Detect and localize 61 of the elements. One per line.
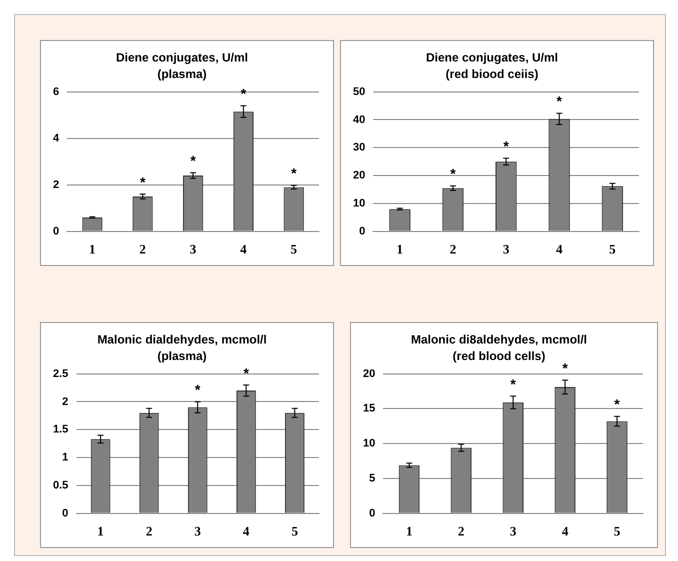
x-tick-label: 2 — [458, 524, 464, 539]
annotation: * — [140, 174, 146, 190]
x-tick-label: 4 — [562, 524, 569, 539]
y-tick-label: 0 — [359, 225, 366, 238]
x-tick-label: 3 — [502, 242, 510, 257]
y-tick-label: 40 — [352, 114, 366, 126]
y-tick-label: 1 — [62, 452, 68, 464]
x-tick-label: 1 — [89, 242, 96, 257]
y-tick-label: 50 — [352, 86, 366, 98]
y-tick-label: 0 — [62, 507, 68, 520]
x-tick-label: 5 — [291, 524, 298, 539]
y-tick-label: 5 — [369, 472, 376, 485]
annotation: * — [556, 93, 563, 110]
annotation: * — [291, 165, 298, 182]
y-tick-label: 4 — [52, 132, 60, 144]
annotation: * — [194, 382, 201, 398]
chart-title: Diene conjugates, U/ml — [116, 50, 248, 65]
y-tick-label: 10 — [362, 438, 376, 450]
x-tick-label: 4 — [242, 524, 250, 539]
annotation: * — [503, 138, 510, 154]
y-tick-label: 0.5 — [52, 480, 68, 492]
x-tick-label: 2 — [146, 524, 152, 539]
y-tick-label: 2.5 — [52, 368, 68, 380]
y-tick-label: 20 — [352, 170, 366, 182]
y-tick-label: 0 — [52, 225, 60, 238]
x-tick-label: 4 — [556, 242, 564, 257]
annotation: * — [450, 166, 456, 182]
x-tick-label: 5 — [609, 242, 616, 257]
y-tick-label: 30 — [352, 142, 366, 154]
x-tick-label: 5 — [290, 242, 298, 257]
x-tick-label: 1 — [97, 524, 104, 539]
annotation: * — [510, 376, 516, 392]
annotation: * — [243, 364, 250, 381]
x-tick-label: 1 — [396, 242, 404, 257]
x-tick-label: 5 — [614, 524, 621, 539]
chart-subtitle: (red blood cells) — [452, 348, 546, 363]
chart-title: Malonic dialdehydes, mcmol/l — [97, 332, 267, 347]
y-tick-label: 10 — [352, 198, 366, 210]
x-tick-label: 3 — [194, 524, 202, 539]
x-tick-label: 1 — [406, 524, 412, 539]
x-tick-label: 3 — [510, 524, 517, 539]
y-tick-label: 20 — [362, 368, 376, 380]
x-tick-label: 2 — [450, 242, 456, 257]
chart-subtitle: (plasma) — [157, 66, 207, 81]
y-tick-label: 0 — [369, 507, 376, 520]
annotation: * — [614, 396, 620, 412]
annotation: * — [240, 86, 247, 102]
annotation: * — [562, 360, 568, 376]
chart-subtitle: (plasma) — [157, 348, 207, 363]
x-tick-label: 3 — [190, 242, 197, 257]
x-tick-label: 4 — [240, 242, 248, 257]
chart-title: Diene conjugates, U/ml — [426, 50, 558, 65]
y-tick-label: 2 — [52, 178, 60, 191]
chart-subtitle: (red biood ceiis) — [446, 66, 538, 81]
y-tick-label: 1.5 — [52, 424, 68, 436]
chart-title: Malonic di8aldehydes, mcmol/l — [410, 332, 588, 347]
y-tick-label: 2 — [62, 396, 68, 408]
x-tick-label: 2 — [139, 242, 146, 257]
annotation: * — [190, 152, 196, 169]
y-tick-label: 6 — [52, 86, 60, 98]
y-tick-label: 15 — [362, 402, 376, 415]
